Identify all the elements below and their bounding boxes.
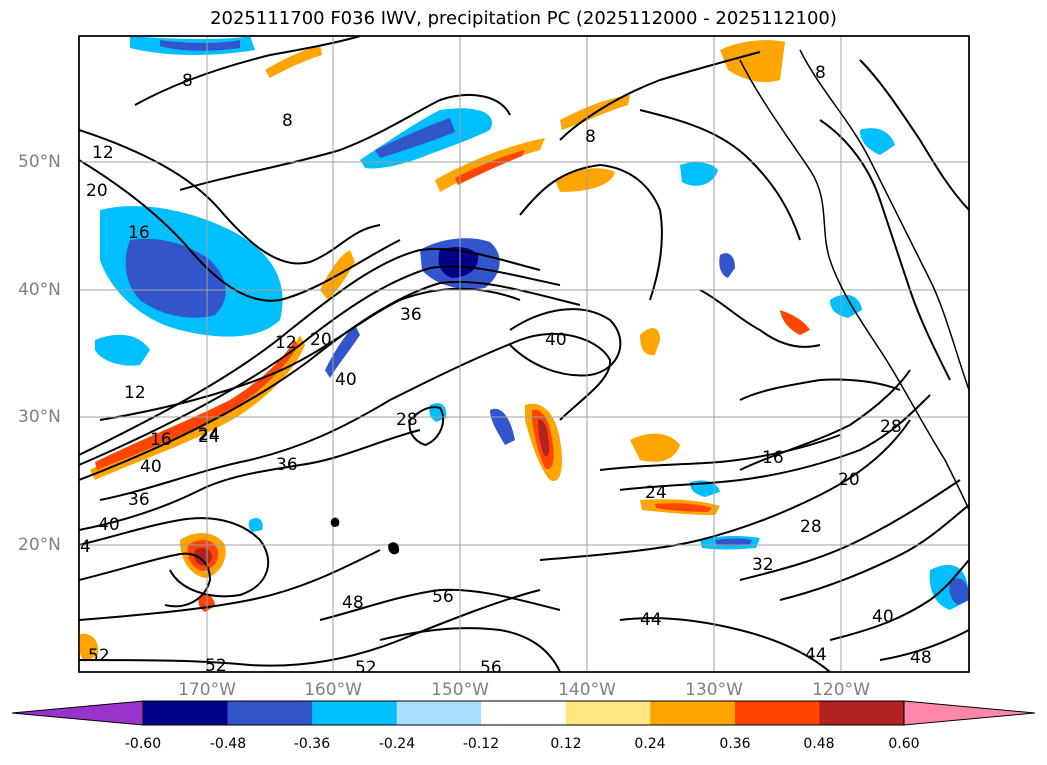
contour-label: 56 — [480, 658, 502, 678]
lon-label: 160°W — [304, 680, 362, 700]
contour-label: 24 — [198, 425, 220, 445]
contour-label: 12 — [92, 143, 114, 163]
precip-shading — [79, 36, 969, 662]
lon-label: 140°W — [558, 680, 616, 700]
contour-label: 56 — [432, 587, 454, 607]
contour-label: 16 — [150, 430, 172, 450]
contour-label: 52 — [205, 656, 227, 676]
colorbar-extend-high — [903, 700, 1036, 726]
lat-label: 20°N — [18, 535, 61, 555]
contour-label: 40 — [140, 457, 162, 477]
contour-label: 8 — [585, 127, 596, 147]
contour-label: 20 — [86, 181, 108, 201]
colorbar-cell — [565, 701, 651, 725]
colorbar-cell — [312, 701, 398, 725]
contour-label: 8 — [282, 111, 293, 131]
gridlines — [79, 36, 969, 672]
contour-label: 20 — [838, 470, 860, 490]
colorbar-cell — [819, 701, 905, 725]
contour-label: 36 — [128, 490, 150, 510]
colorbar-tick-label: -0.24 — [378, 736, 416, 752]
contour-label: 12 — [275, 333, 297, 353]
contour-label: 28 — [880, 417, 902, 437]
lon-label: 150°W — [431, 680, 489, 700]
colorbar-cell — [734, 701, 820, 725]
contour-label: 36 — [400, 305, 422, 325]
colorbar-cell — [396, 701, 482, 725]
contour-label: 40 — [545, 330, 567, 350]
lon-label: 120°W — [812, 680, 870, 700]
colorbar-cell — [143, 701, 229, 725]
contour-label: 48 — [342, 593, 364, 613]
contour-label: 48 — [910, 648, 932, 668]
contour-label: 44 — [640, 610, 662, 630]
contour-label: 16 — [128, 223, 150, 243]
colorbar-tick-label: 0.12 — [550, 736, 582, 752]
lat-label: 30°N — [18, 407, 61, 427]
map-panel: 8 8 8 12 20 16 12 12 20 36 40 28 40 16 2… — [78, 35, 970, 678]
iwv-contours — [79, 36, 969, 672]
contour-label: 40 — [872, 607, 894, 627]
colorbar-extend-low — [11, 700, 144, 726]
colorbar-cell — [650, 701, 736, 725]
colorbar-tick-label: -0.12 — [462, 736, 500, 752]
coastline — [330, 49, 969, 555]
contour-label: 36 — [276, 455, 298, 475]
contour-label: 20 — [310, 330, 332, 350]
lat-label: 40°N — [18, 280, 61, 300]
colorbar-cell — [227, 701, 313, 725]
contour-label: 8 — [815, 63, 826, 83]
lon-label: 170°W — [178, 680, 236, 700]
contour-label: 24 — [198, 427, 220, 447]
contour-label: 4 — [80, 537, 91, 557]
colorbar-tick-label: -0.36 — [293, 736, 331, 752]
contour-label: 16 — [762, 448, 784, 468]
contour-label: 28 — [396, 410, 418, 430]
colorbar-tick-label: 0.24 — [634, 736, 666, 752]
contour-label: 12 — [124, 383, 146, 403]
contour-label: 24 — [645, 483, 667, 503]
contour-label: 32 — [752, 555, 774, 575]
contour-label: 52 — [355, 658, 377, 678]
colorbar-tick-label: -0.48 — [209, 736, 247, 752]
colorbar-tick-label: 0.48 — [803, 736, 835, 752]
contour-label: 8 — [182, 71, 193, 91]
colorbar-tick-label: -0.60 — [124, 736, 162, 752]
contour-label: 44 — [805, 645, 827, 665]
contour-label-group: 8 8 8 12 20 16 12 12 20 36 40 28 40 16 2… — [80, 63, 932, 678]
contour-label: 40 — [335, 370, 357, 390]
contour-label: 40 — [98, 515, 120, 535]
contour-label: 52 — [88, 646, 110, 666]
colorbar-cell — [481, 701, 567, 725]
contour-label: 28 — [800, 517, 822, 537]
colorbar-tick-label: 0.60 — [888, 736, 920, 752]
colorbar — [11, 700, 1036, 726]
colorbar-outline — [142, 700, 905, 726]
map-title: 2025111700 F036 IWV, precipitation PC (2… — [210, 8, 837, 29]
lon-label: 130°W — [685, 680, 743, 700]
colorbar-tick-label: 0.36 — [719, 736, 751, 752]
lat-label: 50°N — [18, 152, 61, 172]
